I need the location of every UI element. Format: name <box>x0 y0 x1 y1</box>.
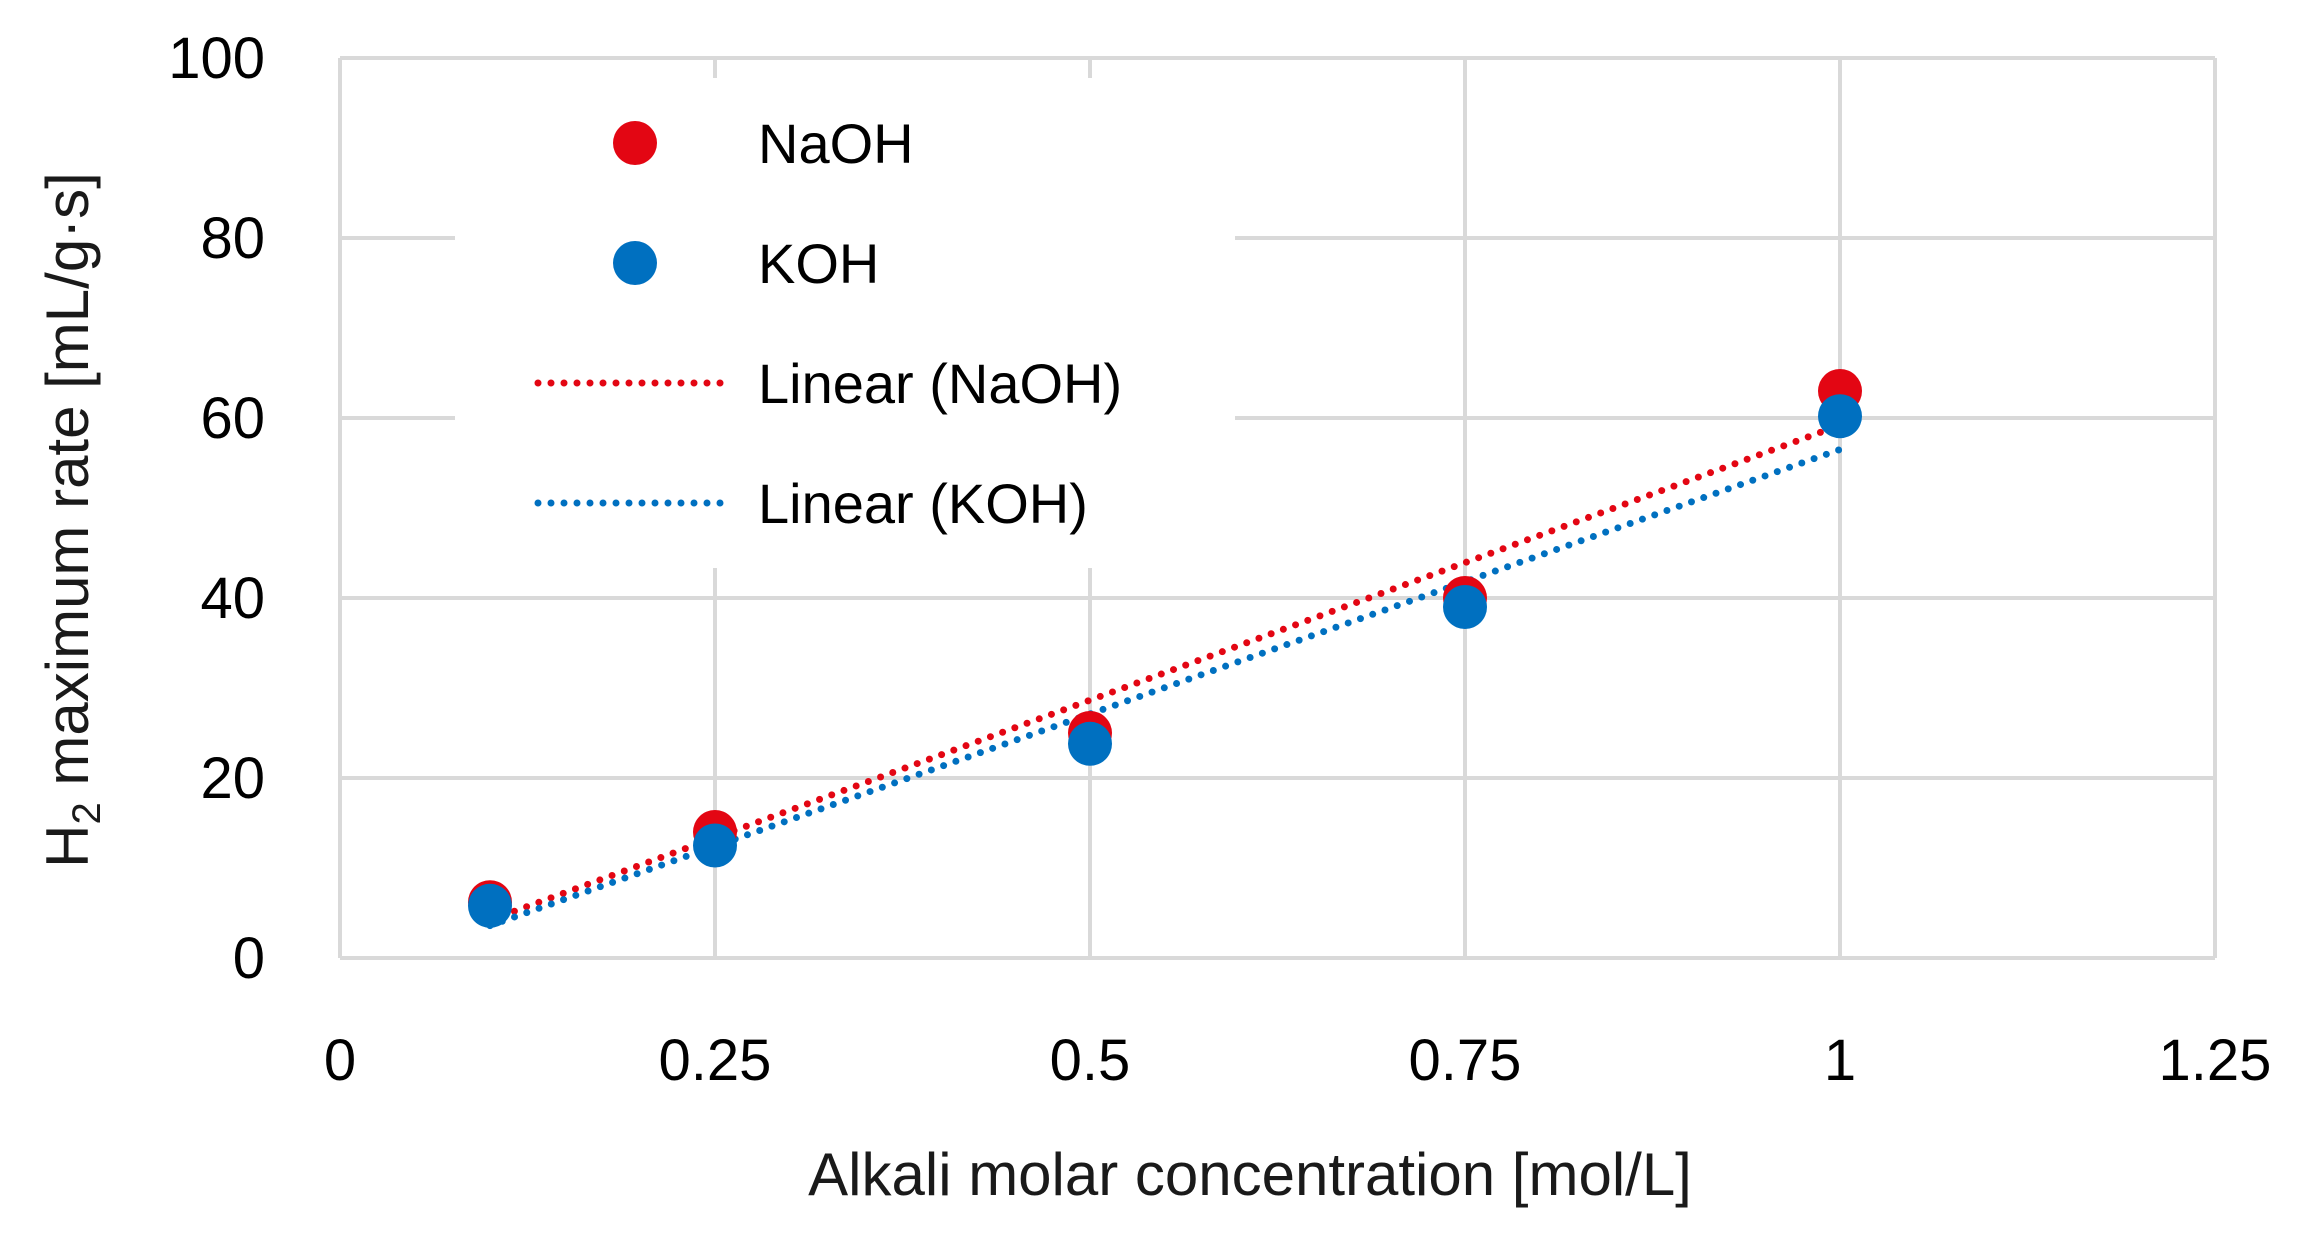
trendline-koh <box>486 446 1844 930</box>
x-tick-label: 0.25 <box>659 1028 772 1093</box>
legend-marker-koh <box>613 241 657 285</box>
trendline-naoh <box>486 421 1844 924</box>
legend-label: Linear (NaOH) <box>758 352 1122 415</box>
point-koh <box>1068 721 1112 766</box>
y-tick-label: 60 <box>200 386 265 451</box>
y-axis-title-rest: maximum rate [mL/g·s] <box>34 172 101 802</box>
legend: NaOH KOH Linear (NaOH) Linear (KOH) <box>455 78 1235 568</box>
tick-labels: 0 20 40 60 80 100 0 0.25 0.5 0.75 1 1.25 <box>168 26 2271 1093</box>
point-koh <box>693 823 737 868</box>
data-points <box>468 369 1862 928</box>
y-axis-title-subscript: 2 <box>65 802 109 824</box>
legend-label: Linear (KOH) <box>758 472 1088 535</box>
x-tick-label: 0.75 <box>1409 1028 1522 1093</box>
y-tick-label: 80 <box>200 206 265 271</box>
legend-label: NaOH <box>758 112 914 175</box>
point-koh <box>1443 585 1487 629</box>
legend-marker-naoh <box>613 121 657 165</box>
x-tick-label: 0.5 <box>1050 1028 1131 1093</box>
legend-background <box>455 78 1235 568</box>
point-koh <box>1818 394 1862 439</box>
trendlines <box>486 421 1844 930</box>
x-tick-label: 1 <box>1824 1028 1856 1093</box>
y-tick-label: 100 <box>168 26 265 91</box>
legend-label: KOH <box>758 232 879 295</box>
y-axis-title-main: H <box>34 825 101 868</box>
y-tick-label: 0 <box>233 926 265 991</box>
x-axis-title: Alkali molar concentration [mol/L] <box>808 1141 1692 1208</box>
y-tick-label: 20 <box>200 746 265 811</box>
x-tick-label: 0 <box>324 1028 356 1093</box>
x-tick-label: 1.25 <box>2159 1028 2272 1093</box>
y-tick-label: 40 <box>200 566 265 631</box>
y-axis-title: H2 maximum rate [mL/g·s] <box>34 172 109 868</box>
point-koh <box>468 883 512 928</box>
